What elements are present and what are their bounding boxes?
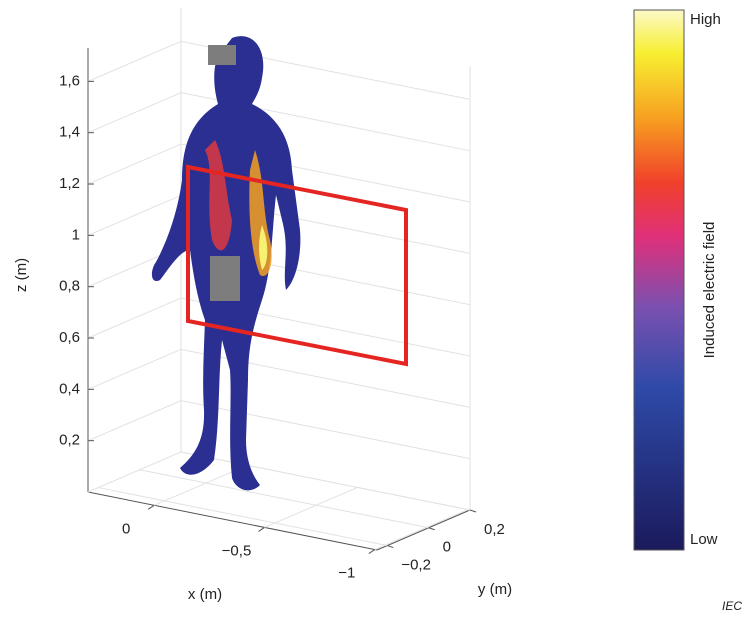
z-tick-label: 0,4: [59, 380, 80, 397]
colorbar-low: Low: [690, 531, 718, 548]
x-tick-label: −0,5: [222, 542, 252, 559]
colorbar: [633, 9, 685, 551]
z-tick-label: 1,6: [59, 72, 80, 89]
y-tick-label: 0: [443, 539, 451, 556]
z-tick-label: 0,8: [59, 278, 80, 295]
z-tick-label: 1,4: [59, 124, 80, 141]
colorbar-label: Induced electric field: [701, 222, 718, 359]
tick-mark: [469, 509, 477, 513]
source: IEC: [722, 599, 742, 613]
field-hotspot: [205, 140, 232, 251]
x-tick-label: 0: [122, 520, 130, 537]
grid-line: [87, 40, 471, 100]
grid-line: [87, 143, 471, 203]
z-tick-label: 0,6: [59, 329, 80, 346]
grid-line: [139, 469, 429, 529]
tick-mark: [147, 504, 155, 510]
electrode: [208, 45, 236, 65]
grid-line: [374, 509, 468, 551]
grid-line: [87, 400, 471, 460]
y-tick-label: 0,2: [484, 521, 505, 538]
coil-frame: [186, 164, 408, 367]
z-tick-label: 1: [72, 226, 80, 243]
x-tick-label: −1: [338, 565, 355, 582]
grid-line: [180, 451, 471, 511]
axis-line: [376, 509, 471, 551]
y-tick-label: −0,2: [401, 557, 431, 574]
grid-line: [87, 92, 471, 152]
z-tick-label: 1,2: [59, 175, 80, 192]
colorbar-high: High: [690, 11, 721, 28]
grid: [87, 8, 471, 551]
tick-mark: [428, 527, 435, 531]
y-axis-label: y (m): [478, 581, 512, 598]
grid-line: [264, 486, 358, 528]
electrode: [210, 256, 240, 301]
tick-mark: [368, 549, 376, 554]
tick-mark: [387, 545, 394, 549]
x-axis-label: x (m): [188, 586, 222, 603]
z-tick-label: 0,2: [59, 432, 80, 449]
body: [151, 36, 408, 491]
grid-line: [87, 348, 471, 408]
box-edge: [87, 451, 182, 493]
grid-line: [87, 297, 471, 357]
grid-line: [87, 246, 471, 306]
grid-line: [98, 487, 388, 547]
z-axis-label: z (m): [13, 258, 30, 292]
field-hotspot: [259, 225, 268, 270]
tick-mark: [258, 527, 265, 532]
axis-line: [87, 491, 378, 551]
